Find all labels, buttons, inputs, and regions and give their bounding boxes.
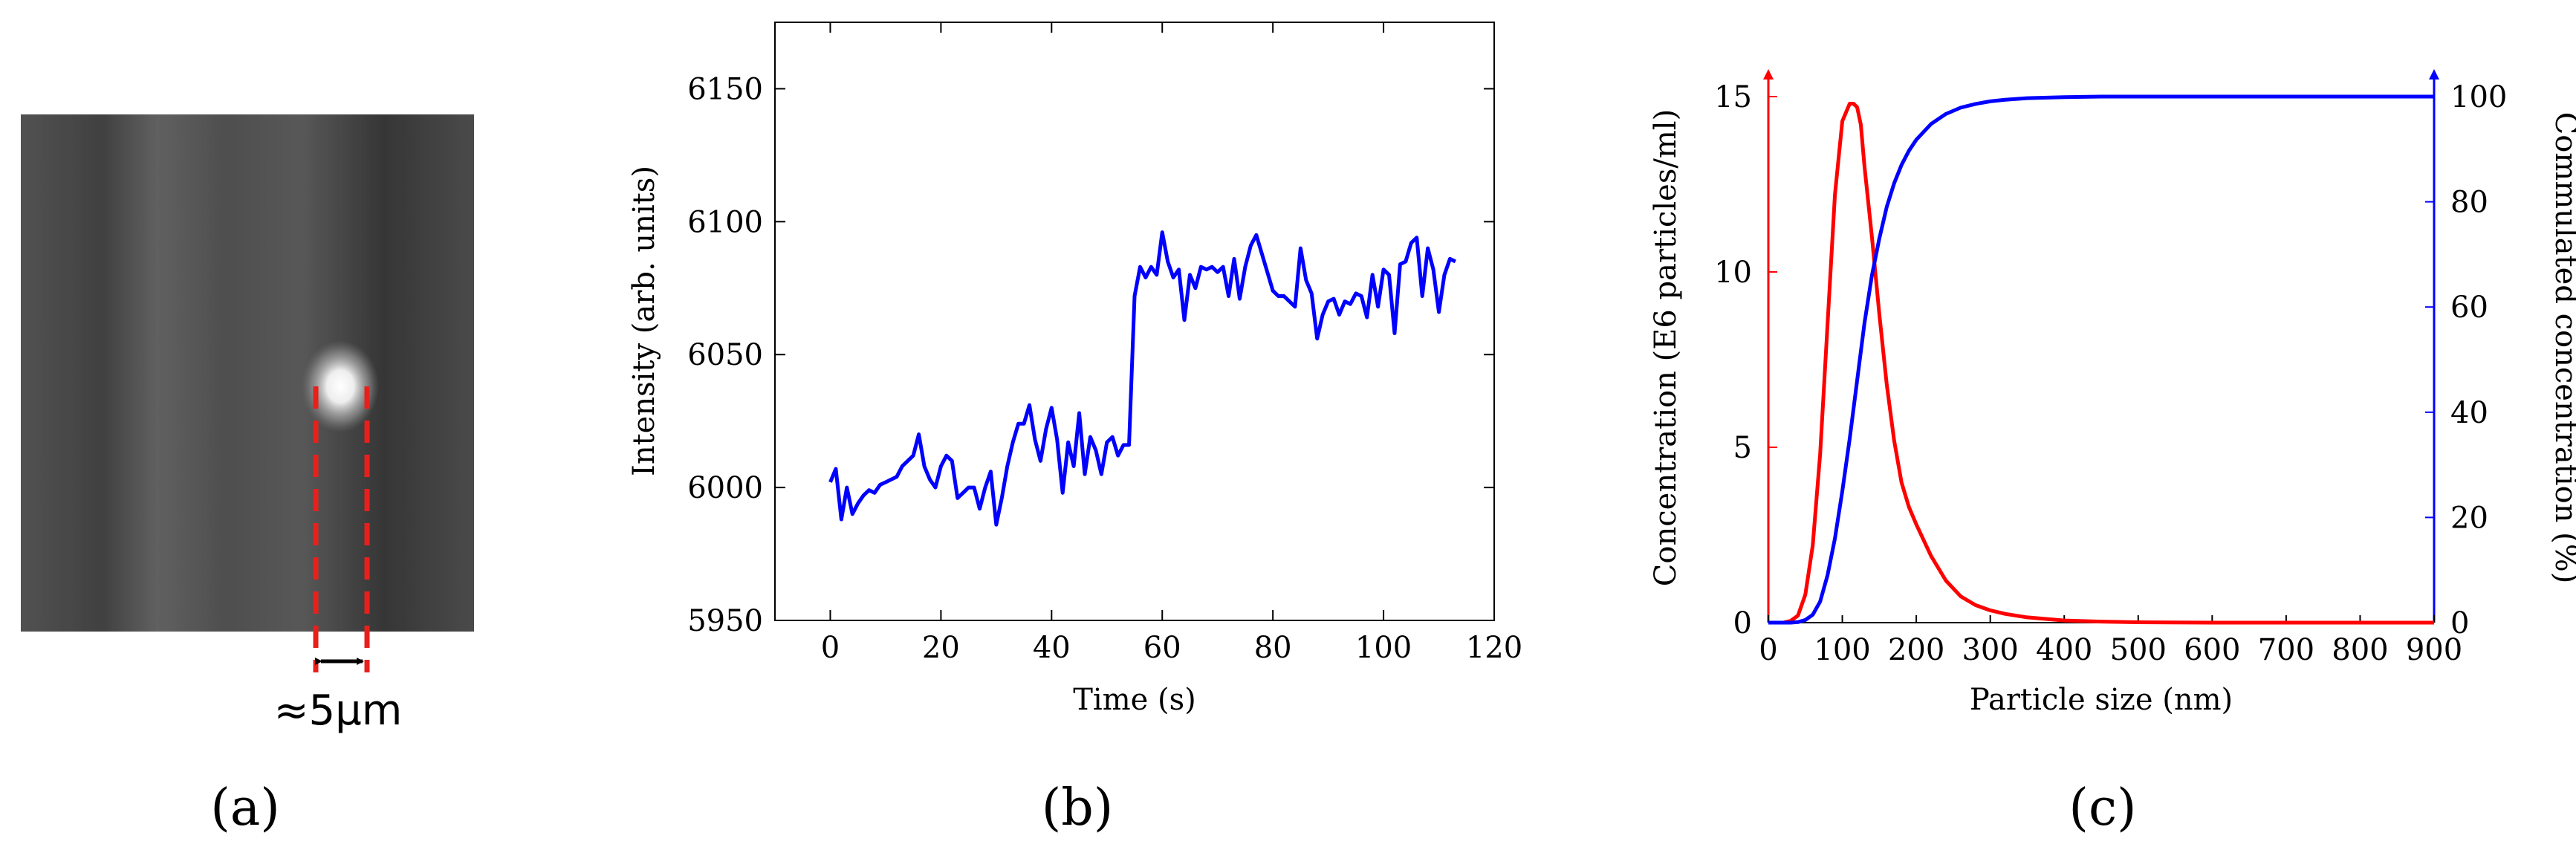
chart-c-xtick-label: 600 [2184,633,2240,667]
chart-c-xtick-label: 400 [2036,633,2092,667]
chart-c-xtick-label: 900 [2406,633,2462,667]
chart-b-ylabel: Intensity (arb. units) [627,166,661,476]
chart-c-xtick-label: 700 [2258,633,2314,667]
microscopy-texture [21,114,474,632]
chart-c-ytick-label: 5 [1733,431,1752,465]
microscopy-image [21,114,474,632]
scale-annotation: ≈5μm [274,687,403,735]
chart-b-series-line [828,230,1456,527]
chart-c-xtick-label: 100 [1814,633,1870,667]
panel-c: 0 100 200 300 400 500 600 700 800 900051015020406… [1649,69,2576,837]
chart-c-ylabel: Concentration (E6 particles/ml) [1649,109,1683,586]
chart-c-y2label: Commulated concentration (%) [2549,112,2576,584]
chart-c-cumulative-line [1768,94,2434,625]
chart-b-ytick-label: 6000 [687,471,763,505]
chart-c-concentration-line [1768,101,2434,625]
chart-b-xtick-label: 100 [1355,631,1412,665]
chart-c-xtick-label: 0 [1759,633,1777,667]
chart-c-xtick-label: 200 [1888,633,1944,667]
chart-b-ytick-label: 6050 [687,338,763,372]
bright-particle-spot [302,340,379,432]
panel-label-b: (b) [1042,779,1114,837]
chart-c-ytick-label: 10 [1714,256,1752,290]
chart-b-xtick-label: 80 [1254,631,1292,665]
chart-b-xtick-label: 60 [1143,631,1181,665]
chart-c-y2tick-label: 40 [2450,396,2488,430]
chart-b-xtick-label: 20 [922,631,960,665]
chart-b-ticks: 0 20 40 60 80 100 120 5950 6000 6050 6100 6150 [687,22,1522,665]
chart-c-ytick-label: 0 [1733,606,1752,640]
chart-c-y2tick-label: 100 [2450,80,2507,114]
chart-b-xtick-label: 0 [821,631,840,665]
panel-label-c: (c) [2069,779,2136,837]
chart-c-xtick-label: 800 [2332,633,2388,667]
chart-c-ytick-label: 15 [1714,80,1752,114]
chart-b-ytick-label: 5950 [687,604,763,638]
chart-b-xtick-label: 40 [1033,631,1071,665]
chart-c-ticks: 0 100 200 300 400 500 600 700 800 900051015020406… [1714,80,2507,667]
chart-b-xlabel: Time (s) [1073,683,1196,717]
chart-b-frame [774,22,1495,621]
panel-b: 0 20 40 60 80 100 120 5950 6000 6050 6100 6150 Time… [627,22,1522,837]
chart-c-y2tick-label: 80 [2450,186,2488,220]
chart-b-ytick-label: 6150 [687,72,763,106]
panel-a: ≈5μm (a) [21,114,474,837]
chart-b-xtick-label: 120 [1466,631,1522,665]
chart-c-y2tick-label: 20 [2450,501,2488,535]
chart-c-xlabel: Particle size (nm) [1970,683,2233,717]
chart-c-y2tick-label: 60 [2450,291,2488,325]
chart-c-y2tick-label: 0 [2450,606,2469,640]
chart-c-xtick-label: 500 [2110,633,2167,667]
chart-b-ytick-label: 6100 [687,205,763,239]
chart-c-xtick-label: 300 [1962,633,2018,667]
panel-label-a: (a) [210,779,280,837]
